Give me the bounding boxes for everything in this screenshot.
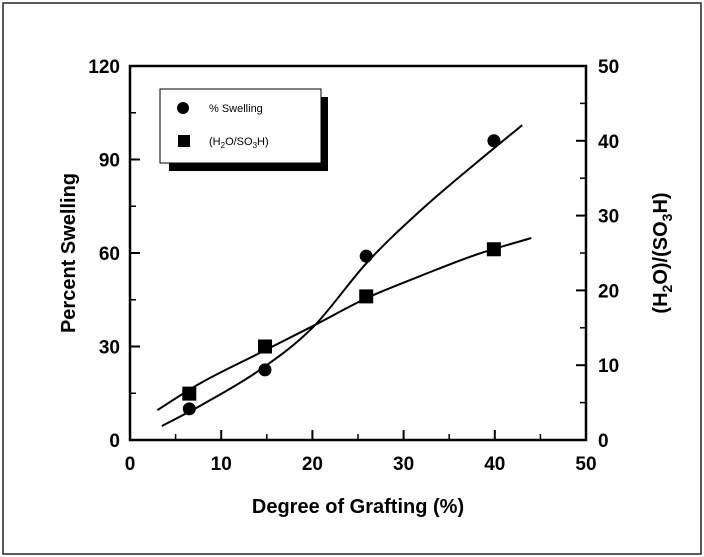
- legend-square-icon: [178, 135, 190, 147]
- x-tick-label: 30: [393, 454, 414, 475]
- y-left-tick-label: 60: [99, 244, 120, 265]
- y-right-tick-label: 0: [598, 431, 609, 452]
- legend-circle-icon: [177, 102, 189, 114]
- data-point-ratio: [182, 386, 197, 401]
- fit-curve-swelling: [161, 124, 523, 427]
- y-axis-right: 0 10 20 30 40 50: [576, 57, 619, 452]
- x-tick-label: 20: [302, 454, 323, 475]
- data-point-swelling: [487, 134, 501, 148]
- y-axis-left: 0 30 60 90 120: [88, 57, 140, 452]
- data-point-swelling: [359, 249, 373, 263]
- y-right-tick-label: 30: [598, 207, 619, 228]
- y-left-tick-label: 30: [99, 338, 120, 359]
- legend-label-swelling: % Swelling: [209, 103, 263, 115]
- y-right-tick-label: 20: [598, 281, 619, 302]
- y-left-tick-label: 120: [88, 57, 120, 78]
- data-point-swelling: [258, 363, 272, 377]
- y-axis-left-title: Percent Swelling: [58, 173, 80, 333]
- y-left-tick-label: 90: [99, 151, 120, 172]
- y-left-tick-label: 0: [109, 431, 120, 452]
- fit-curve-ratio: [156, 237, 532, 411]
- data-point-ratio: [359, 289, 374, 304]
- fit-curves: [156, 124, 532, 427]
- data-point-ratio: [257, 339, 272, 354]
- y-right-tick-label: 50: [598, 57, 619, 78]
- legend-label-ratio: (H2O/SO3H): [209, 136, 269, 150]
- y-right-tick-label: 10: [598, 356, 619, 377]
- x-axis-title: Degree of Grafting (%): [252, 496, 464, 518]
- y-axis-right-title: (H2O)/(SO3H): [650, 192, 675, 313]
- x-tick-label: 50: [575, 454, 596, 475]
- data-markers: [182, 134, 501, 416]
- legend: % Swelling (H2O/SO3H): [159, 88, 328, 171]
- x-tick-label: 0: [125, 454, 136, 475]
- y-right-tick-label: 40: [598, 132, 619, 153]
- x-tick-label: 40: [484, 454, 505, 475]
- data-point-swelling: [182, 402, 196, 416]
- x-axis: 0 10 20 30 40 50: [125, 430, 597, 475]
- legend-box: [159, 88, 322, 164]
- x-tick-label: 10: [211, 454, 232, 475]
- data-point-ratio: [486, 242, 501, 257]
